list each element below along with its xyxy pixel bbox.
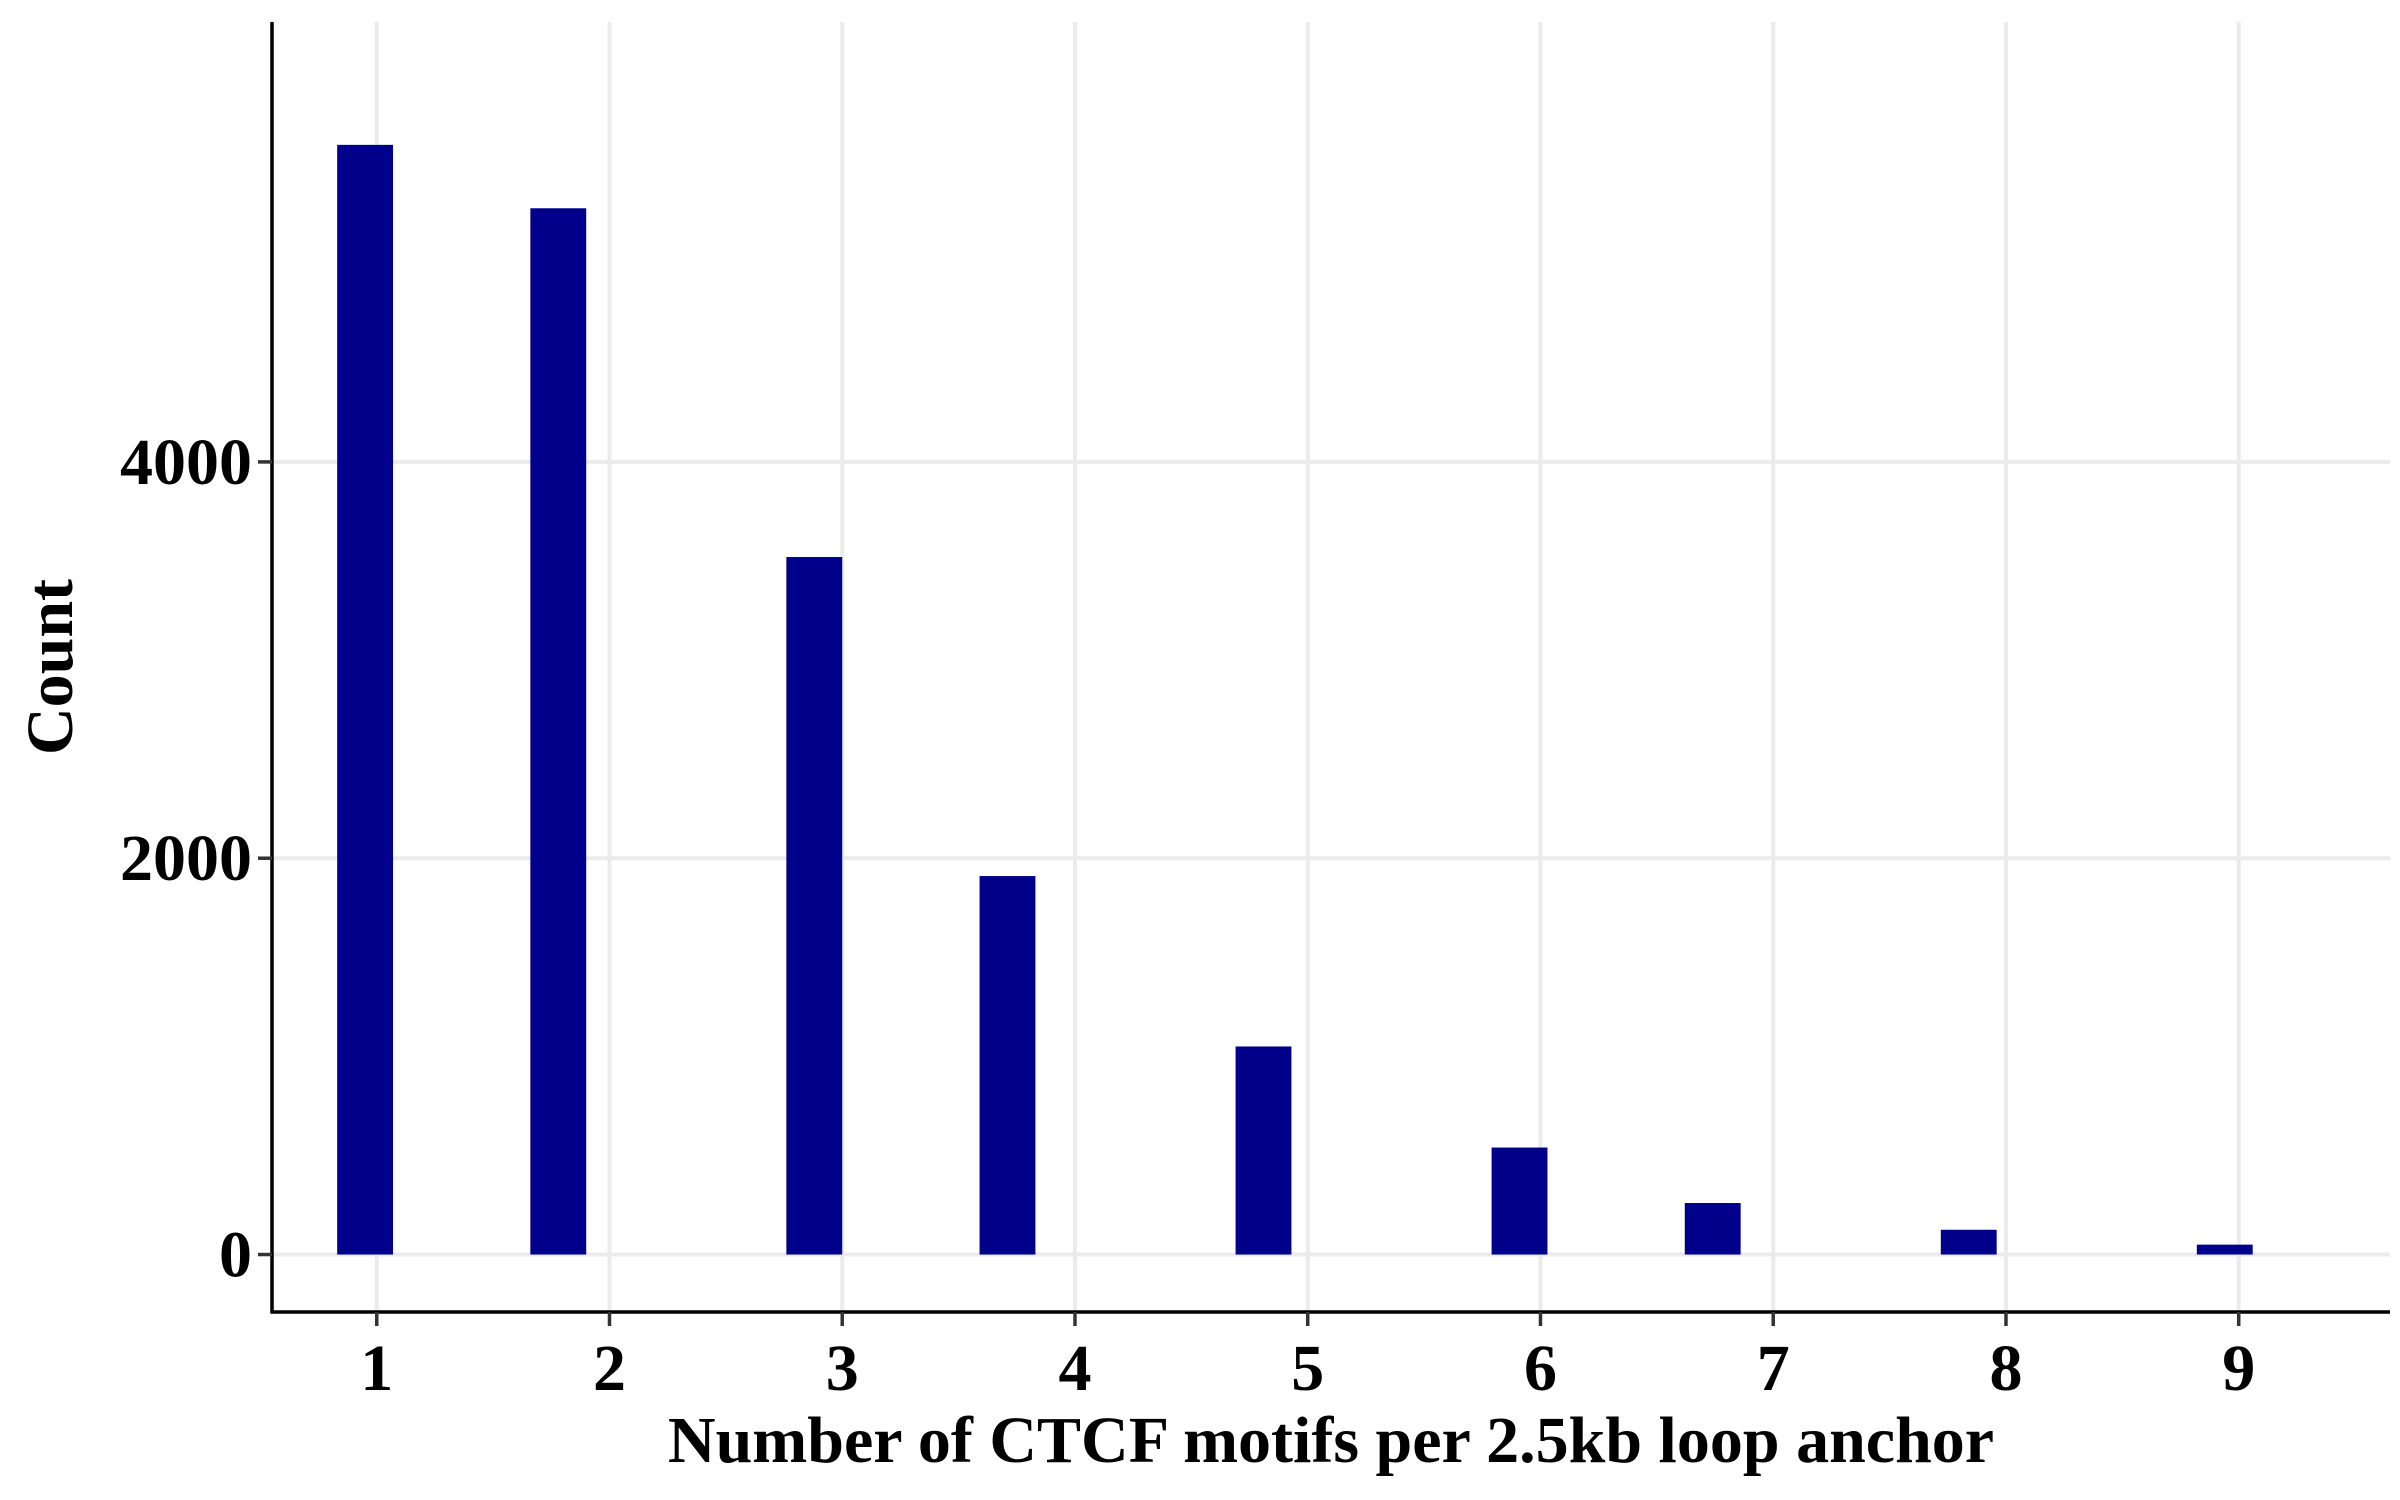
x-axis-ticks: 1 2 3 4 5 6 7 8 9 [360,1312,2255,1405]
x-tick-label: 7 [1757,1332,1790,1405]
y-tick-label: 4000 [120,426,252,499]
x-tick-label: 2 [593,1332,626,1405]
y-tick-label: 0 [219,1219,252,1292]
bar [1684,1203,1741,1255]
bar [1491,1147,1548,1255]
x-tick-label: 4 [1058,1332,1091,1405]
x-tick-label: 3 [826,1332,859,1405]
x-axis-title: Number of CTCF motifs per 2.5kb loop anc… [668,1404,1994,1477]
gridlines [272,22,2390,1312]
bar [337,144,394,1255]
bar [2196,1244,2253,1255]
x-tick-label: 6 [1524,1332,1557,1405]
y-axis-title: Count [14,579,87,755]
bar [979,876,1036,1255]
bar [530,208,587,1255]
x-tick-label: 9 [2222,1332,2255,1405]
x-tick-label: 1 [360,1332,393,1405]
bar [1940,1229,1997,1255]
bar [1235,1046,1292,1255]
bars [337,144,2253,1255]
x-tick-label: 8 [1989,1332,2022,1405]
x-tick-label: 5 [1291,1332,1324,1405]
bar [786,557,843,1255]
y-axis-ticks: 0 2000 4000 [120,426,272,1292]
y-tick-label: 2000 [120,822,252,895]
